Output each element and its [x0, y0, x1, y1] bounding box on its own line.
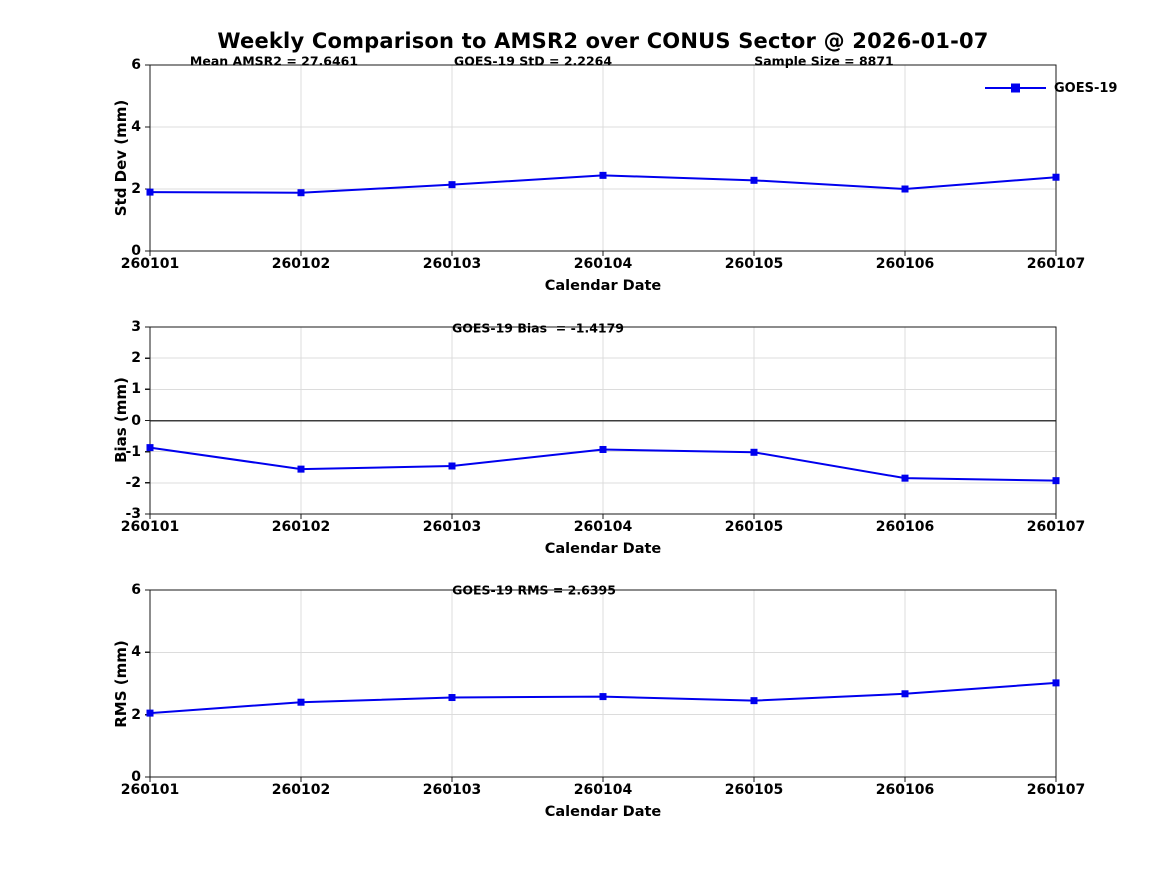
data-point-marker	[146, 709, 154, 717]
data-point-marker	[599, 171, 607, 179]
x-tick-label: 260102	[271, 782, 331, 798]
annotation-sample-size: Sample Size = 8871	[754, 53, 894, 69]
x-tick-label: 260104	[573, 256, 633, 272]
data-point-marker	[448, 181, 456, 189]
y-axis-label-std-dev: Std Dev (mm)	[112, 99, 130, 217]
y-tick-label: 3	[131, 319, 141, 335]
y-tick-label: 4	[131, 119, 141, 135]
y-tick-label: 0	[131, 769, 141, 785]
data-point-marker	[901, 185, 909, 193]
x-tick-label: 260103	[422, 782, 482, 798]
data-line-goes-19	[149, 446, 1057, 482]
y-tick-label: -2	[125, 474, 141, 491]
data-point-marker	[599, 693, 607, 701]
y-tick-label: 1	[131, 381, 141, 398]
y-axis-label-rms: RMS (mm)	[112, 640, 130, 728]
data-point-marker	[1052, 679, 1060, 687]
x-tick-label: 260101	[120, 782, 180, 798]
data-point-marker	[599, 445, 607, 453]
data-point-marker	[1052, 173, 1060, 181]
y-tick-label: 6	[131, 57, 141, 73]
y-tick-label: -1	[125, 443, 141, 460]
annotation-mean-amsr2: Mean AMSR2 = 27.6461	[189, 53, 359, 69]
x-tick-label: 260107	[1026, 782, 1086, 798]
x-tick-label: 260103	[422, 519, 482, 535]
data-point-marker	[448, 462, 456, 470]
data-point-marker	[750, 448, 758, 456]
legend-square-marker-icon	[1011, 83, 1020, 93]
x-tick-label: 260101	[120, 256, 180, 272]
data-point-marker	[297, 189, 305, 197]
data-point-marker	[146, 188, 154, 196]
y-tick-label: 2	[131, 350, 141, 367]
std-dev-subplot	[145, 64, 1060, 256]
axes-box	[149, 326, 1057, 515]
x-tick-label: 260105	[724, 256, 784, 272]
axes-box	[149, 589, 1057, 778]
data-point-marker	[750, 697, 758, 705]
data-point-marker	[297, 465, 305, 473]
annotation-goes19-std: GOES-19 StD = 2.2264	[453, 53, 613, 69]
x-tick-label: 260102	[271, 519, 331, 535]
data-point-marker	[750, 176, 758, 184]
x-axis-label-calendar-date-1: Calendar Date	[544, 278, 662, 294]
data-point-marker	[297, 698, 305, 706]
x-tick-label: 260104	[573, 519, 633, 535]
x-tick-label: 260101	[120, 519, 180, 535]
legend: GOES-19	[984, 80, 1117, 96]
x-tick-label: 260107	[1026, 519, 1086, 535]
annotation-goes19-rms: GOES-19 RMS = 2.6395	[452, 582, 616, 598]
data-point-marker	[1052, 477, 1060, 485]
axes-box	[149, 64, 1057, 252]
data-point-marker	[146, 444, 154, 452]
y-tick-label: 2	[131, 181, 141, 197]
x-tick-label: 260105	[724, 782, 784, 798]
figure-title: Weekly Comparison to AMSR2 over CONUS Se…	[217, 29, 989, 53]
legend-label: GOES-19	[1054, 80, 1118, 96]
data-point-marker	[901, 690, 909, 698]
y-tick-label: 2	[131, 706, 141, 723]
x-tick-label: 260105	[724, 519, 784, 535]
x-tick-label: 260102	[271, 256, 331, 272]
x-tick-label: 260106	[875, 782, 935, 798]
y-tick-label: 0	[131, 412, 141, 429]
x-axis-label-calendar-date-2: Calendar Date	[544, 541, 662, 557]
legend-line-sample	[985, 83, 1046, 93]
x-tick-label: 260104	[573, 782, 633, 798]
data-point-marker	[448, 694, 456, 702]
y-tick-label: 6	[131, 582, 141, 598]
rms-subplot	[145, 589, 1060, 782]
bias-subplot	[145, 326, 1060, 519]
annotation-goes19-bias: GOES-19 Bias = -1.4179	[451, 320, 625, 336]
data-line-goes-19	[149, 681, 1057, 715]
x-tick-label: 260107	[1026, 256, 1086, 272]
y-tick-label: 0	[131, 243, 141, 259]
x-axis-label-calendar-date-3: Calendar Date	[544, 804, 662, 820]
x-tick-label: 260106	[875, 256, 935, 272]
data-point-marker	[901, 474, 909, 482]
x-tick-label: 260103	[422, 256, 482, 272]
x-tick-label: 260106	[875, 519, 935, 535]
y-tick-label: -3	[125, 506, 141, 522]
data-line-goes-19	[149, 174, 1057, 194]
y-tick-label: 4	[131, 644, 141, 661]
